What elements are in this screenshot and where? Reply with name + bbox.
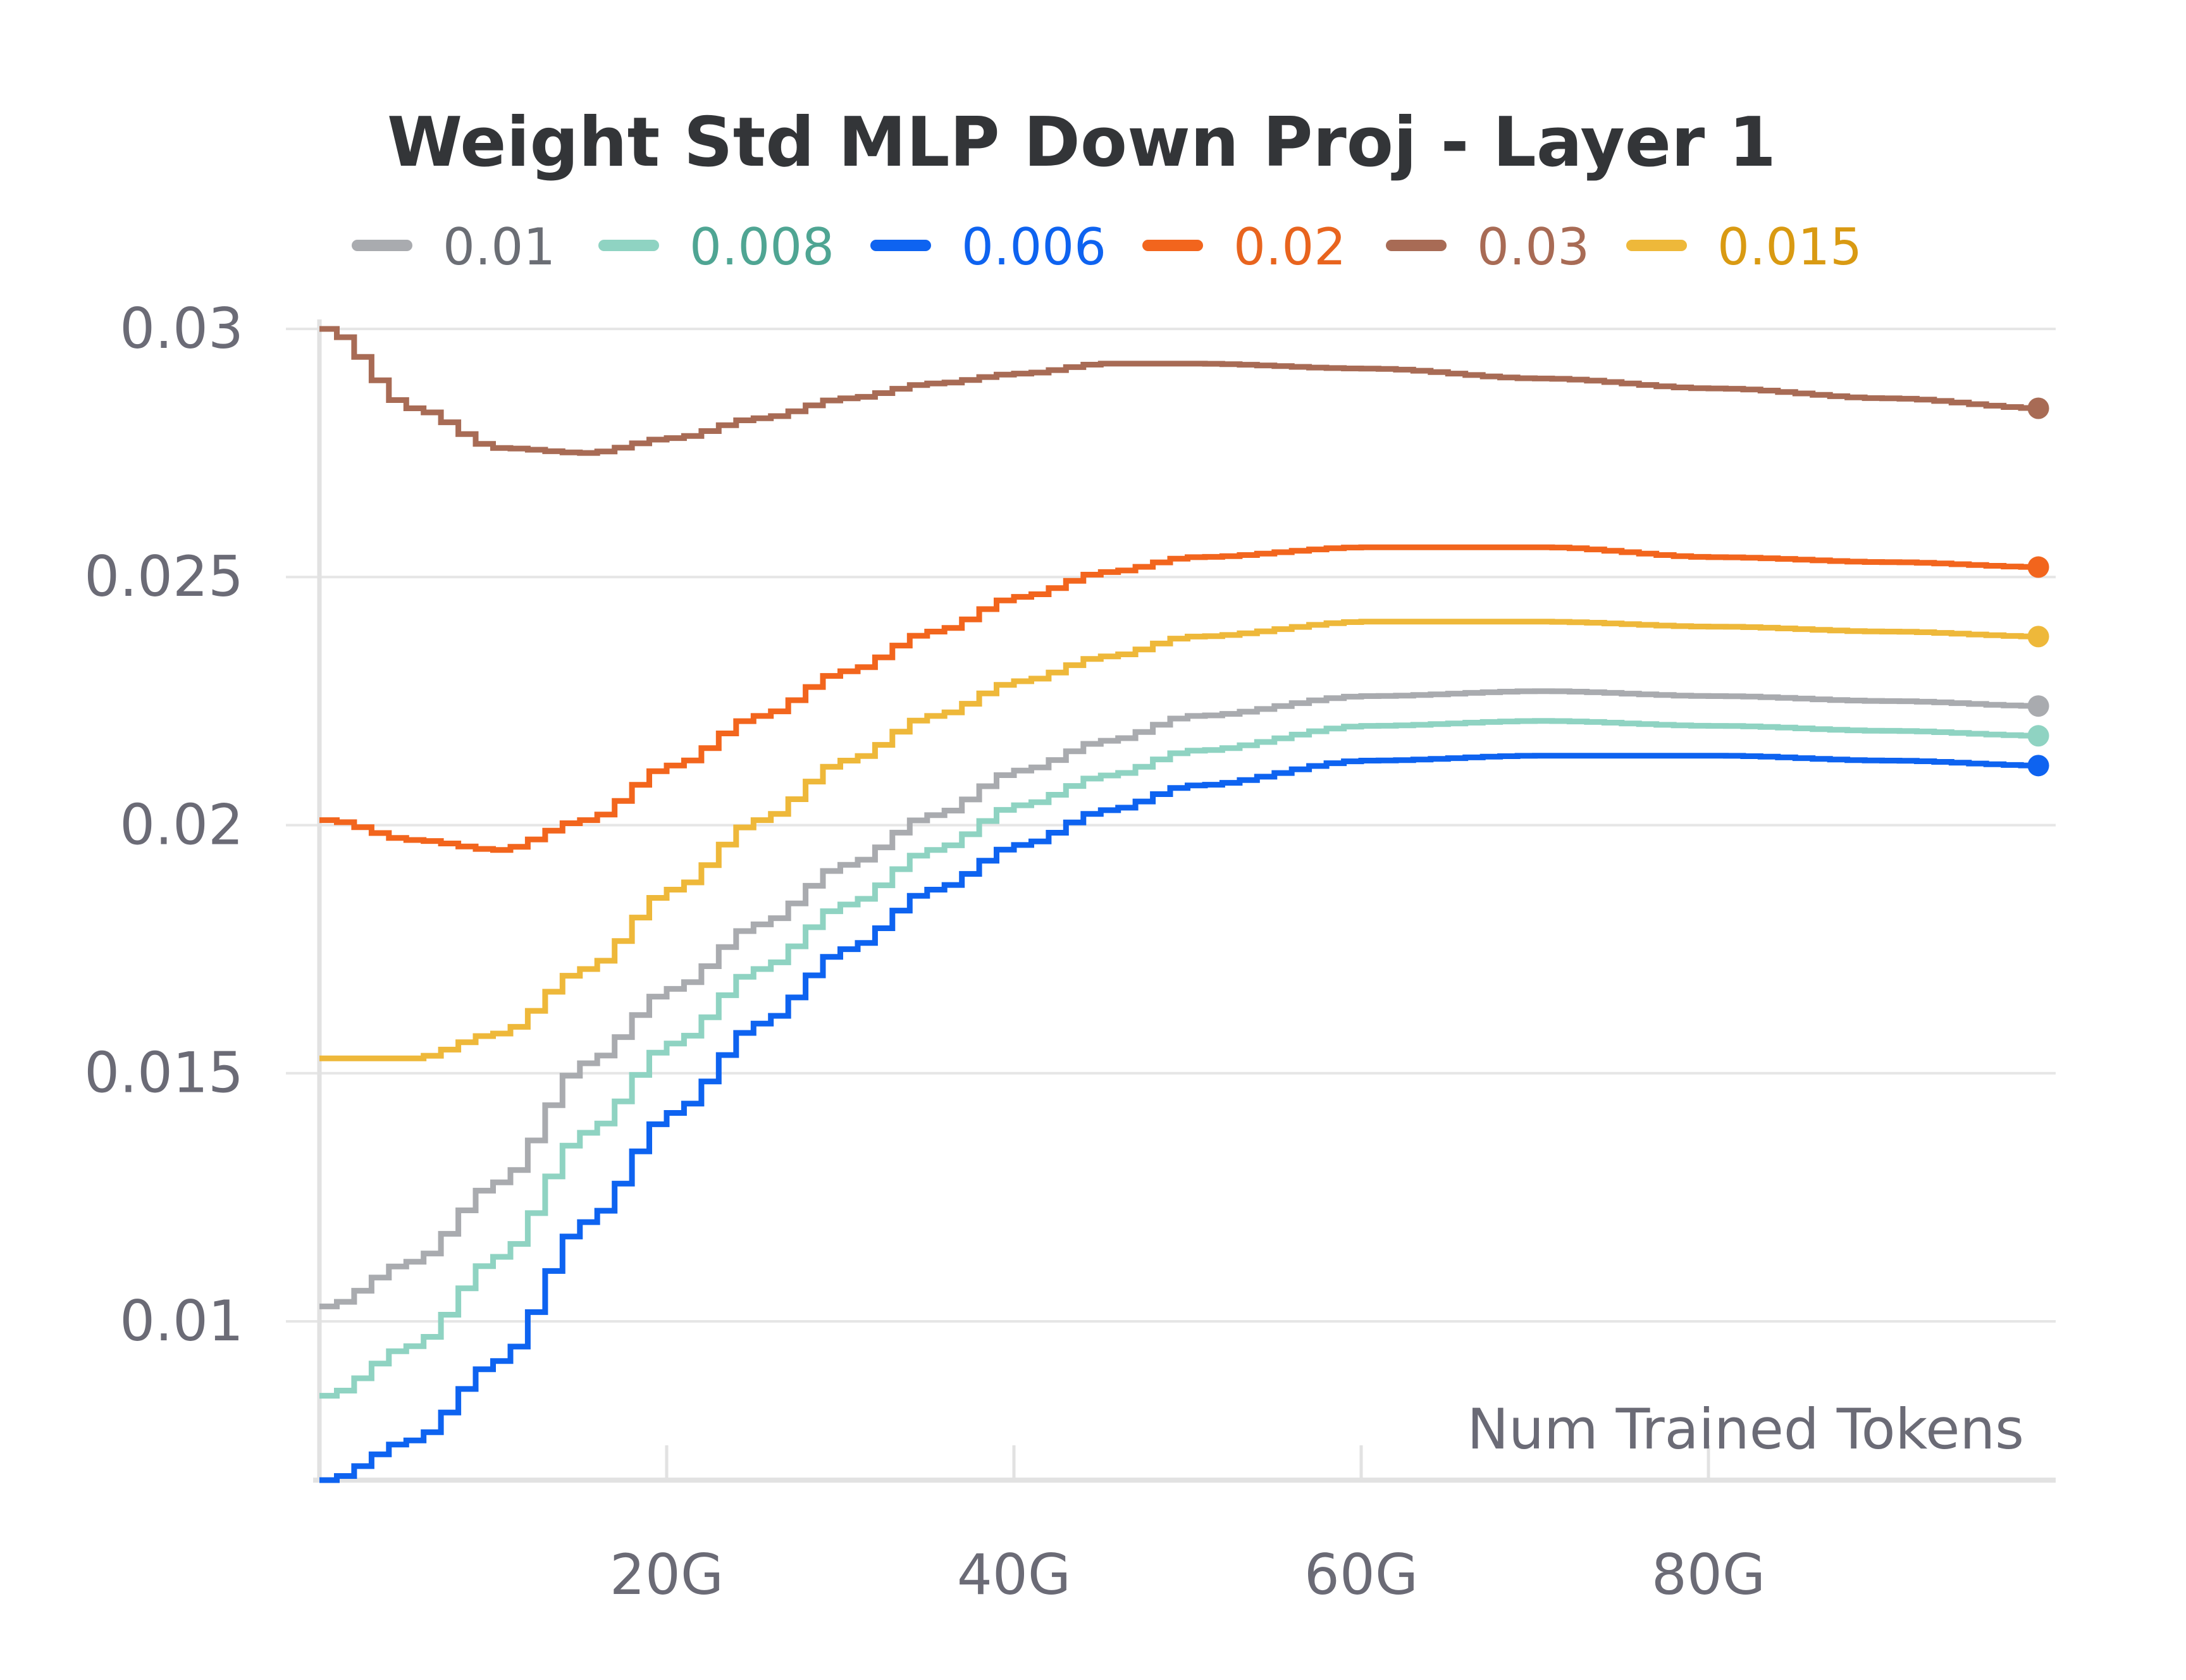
series-line-0.015	[319, 619, 2042, 1061]
series-line-0.006	[319, 753, 2042, 1483]
chart-legend: 0.01 0.008 0.006 0.02 0.03 0.015	[352, 218, 1862, 276]
series-line-0.02	[319, 544, 2042, 853]
series-endpoint-0.006	[2027, 755, 2049, 777]
legend-label-0.03: 0.03	[1477, 218, 1590, 276]
y-tick-label: 0.01	[120, 1288, 244, 1354]
series-endpoint-0.02	[2027, 556, 2049, 578]
x-ticks: 20G 40G 60G 80G	[610, 1445, 1765, 1607]
series-line-0.01	[319, 688, 2042, 1309]
series-endpoint-0.01	[2027, 695, 2049, 717]
x-tick-label: 20G	[610, 1542, 724, 1607]
legend-label-0.02: 0.02	[1233, 218, 1346, 276]
axes	[313, 319, 2056, 1483]
legend-label-0.01: 0.01	[443, 218, 555, 276]
series-endpoint-0.015	[2027, 626, 2049, 648]
x-tick-label: 60G	[1304, 1542, 1418, 1607]
y-tick-label: 0.03	[120, 296, 244, 361]
legend-label-0.008: 0.008	[689, 218, 834, 276]
series-lines	[319, 326, 2049, 1483]
legend-label-0.006: 0.006	[961, 218, 1106, 276]
y-ticks: 0.01 0.015 0.02 0.025 0.03	[84, 296, 244, 1354]
grid-lines	[286, 328, 2056, 1323]
series-line-0.03	[319, 326, 2042, 456]
series-endpoint-0.03	[2027, 397, 2049, 419]
x-tick-label: 40G	[957, 1542, 1071, 1607]
legend-label-0.015: 0.015	[1717, 218, 1862, 276]
y-tick-label: 0.02	[120, 792, 244, 857]
series-line-0.008	[319, 718, 2042, 1399]
x-tick-label: 80G	[1652, 1542, 1765, 1607]
series-endpoint-0.008	[2027, 725, 2049, 747]
chart-title: Weight Std MLP Down Proj - Layer 1	[387, 103, 1776, 182]
x-axis-label: Num Trained Tokens	[1467, 1397, 2024, 1462]
y-tick-label: 0.015	[84, 1041, 244, 1106]
y-tick-label: 0.025	[84, 544, 244, 609]
